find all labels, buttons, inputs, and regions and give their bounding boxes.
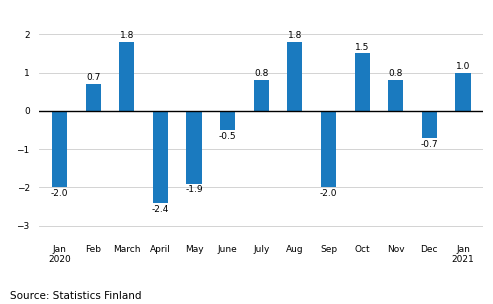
Text: 1.8: 1.8 (120, 31, 134, 40)
Text: Source: Statistics Finland: Source: Statistics Finland (10, 291, 141, 301)
Text: -2.4: -2.4 (152, 205, 169, 214)
Bar (254, 80, 269, 111)
Bar (220, 111, 235, 130)
Text: 1.0: 1.0 (456, 62, 470, 71)
Bar (86, 84, 101, 111)
Bar (287, 42, 303, 111)
Text: 1.5: 1.5 (355, 43, 369, 52)
Bar (354, 54, 370, 111)
Text: -0.7: -0.7 (421, 140, 438, 149)
Bar (456, 73, 470, 111)
Text: 0.7: 0.7 (86, 73, 101, 82)
Text: -2.0: -2.0 (320, 189, 337, 198)
Bar (52, 111, 67, 187)
Bar (119, 42, 135, 111)
Text: 0.8: 0.8 (388, 69, 403, 78)
Text: 0.8: 0.8 (254, 69, 269, 78)
Bar (388, 80, 403, 111)
Bar (422, 111, 437, 138)
Text: -2.0: -2.0 (51, 189, 69, 198)
Text: -0.5: -0.5 (219, 132, 237, 141)
Bar (186, 111, 202, 184)
Text: 1.8: 1.8 (288, 31, 302, 40)
Text: -1.9: -1.9 (185, 185, 203, 195)
Bar (321, 111, 336, 187)
Bar (153, 111, 168, 203)
